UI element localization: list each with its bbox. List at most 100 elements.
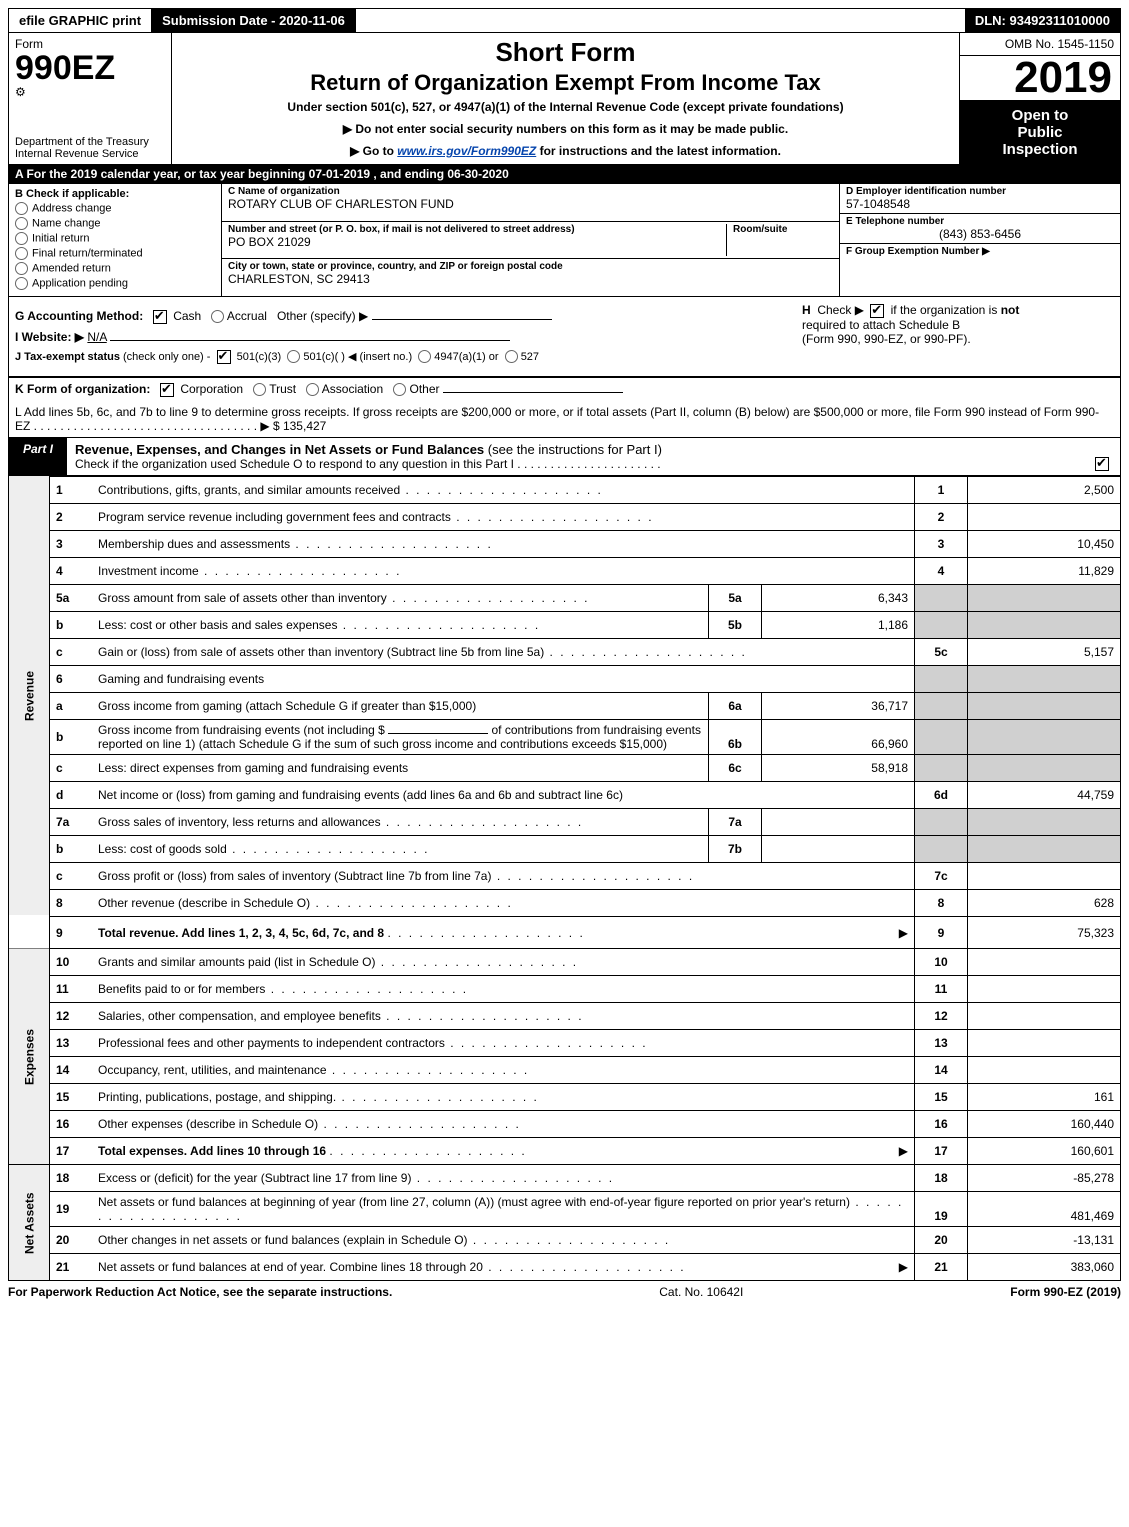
chk-final-return[interactable]: Final return/terminated xyxy=(15,247,215,260)
l5c-amt: 5,157 xyxy=(968,638,1121,665)
c-street-label: Number and street (or P. O. box, if mail… xyxy=(228,224,720,235)
net-assets-side-label: Net Assets xyxy=(9,1165,50,1281)
j-4947-label: 4947(a)(1) or xyxy=(434,351,498,363)
row-7a: 7a Gross sales of inventory, less return… xyxy=(9,808,1121,835)
l18-num: 18 xyxy=(50,1165,93,1192)
l9-rn: 9 xyxy=(915,916,968,949)
j-501c-radio[interactable] xyxy=(287,350,300,363)
l6a-num: a xyxy=(50,692,93,719)
l7c-amt xyxy=(968,862,1121,889)
calendar-row: A For the 2019 calendar year, or tax yea… xyxy=(8,165,1121,184)
l6-amt-shaded xyxy=(968,665,1121,692)
l7b-amt-shaded xyxy=(968,835,1121,862)
tax-year: 2019 xyxy=(960,56,1120,101)
i-website-value: N/A xyxy=(87,330,106,344)
l20-rn: 20 xyxy=(915,1227,968,1254)
dln-label: DLN: 93492311010000 xyxy=(965,9,1120,32)
dept-treasury: Department of the Treasury Internal Reve… xyxy=(15,136,165,160)
l8-desc: Other revenue (describe in Schedule O) xyxy=(98,896,513,910)
l5b-num: b xyxy=(50,611,93,638)
c-name-label: C Name of organization xyxy=(228,186,833,197)
efile-print-button[interactable]: efile GRAPHIC print xyxy=(9,9,152,32)
part-i-table: Revenue 1 Contributions, gifts, grants, … xyxy=(8,476,1121,1282)
org-name: ROTARY CLUB OF CHARLESTON FUND xyxy=(228,197,833,211)
g-cash-checkbox[interactable] xyxy=(153,310,167,324)
part-i-title-text: Revenue, Expenses, and Changes in Net As… xyxy=(75,442,484,457)
calendar-text: A For the 2019 calendar year, or tax yea… xyxy=(9,165,1120,183)
j-note: (check only one) - xyxy=(123,351,210,363)
topbar-spacer xyxy=(356,9,965,32)
row-8: 8 Other revenue (describe in Schedule O)… xyxy=(9,889,1121,916)
chk-amended-return-label: Amended return xyxy=(32,262,111,274)
top-bar: efile GRAPHIC print Submission Date - 20… xyxy=(8,8,1121,33)
l4-amt: 11,829 xyxy=(968,557,1121,584)
l15-desc: Printing, publications, postage, and shi… xyxy=(98,1090,539,1104)
chk-amended-return[interactable]: Amended return xyxy=(15,262,215,275)
l12-amt xyxy=(968,1003,1121,1030)
chk-application-pending-label: Application pending xyxy=(32,277,128,289)
k-other-radio[interactable] xyxy=(393,383,406,396)
revenue-side-label: Revenue xyxy=(9,476,50,916)
chk-initial-return[interactable]: Initial return xyxy=(15,232,215,245)
l1-num: 1 xyxy=(50,476,93,503)
l17-arrow-icon: ▶ xyxy=(899,1144,908,1158)
part-i-schedule-o-checkbox[interactable] xyxy=(1095,457,1109,471)
k-corp-label: Corporation xyxy=(180,382,243,396)
k-assoc-radio[interactable] xyxy=(306,383,319,396)
h-text3: required to attach Schedule B xyxy=(802,318,960,332)
l10-rn: 10 xyxy=(915,949,968,976)
k-trust-radio[interactable] xyxy=(253,383,266,396)
l19-amt: 481,469 xyxy=(968,1192,1121,1227)
g-other-field[interactable] xyxy=(372,319,552,320)
submission-date-button[interactable]: Submission Date - 2020-11-06 xyxy=(152,9,356,32)
l6b-blank-field[interactable] xyxy=(388,733,488,734)
l4-desc: Investment income xyxy=(98,564,401,578)
j-insert-label: ◀ (insert no.) xyxy=(348,351,412,363)
l21-arrow-icon: ▶ xyxy=(899,1260,908,1274)
l6b-num: b xyxy=(50,719,93,754)
l7b-rn-shaded xyxy=(915,835,968,862)
form-header: Form 990EZ ⚙ Department of the Treasury … xyxy=(8,33,1121,165)
row-6c: c Less: direct expenses from gaming and … xyxy=(9,754,1121,781)
l4-num: 4 xyxy=(50,557,93,584)
l6a-amt-shaded xyxy=(968,692,1121,719)
l5c-desc: Gain or (loss) from sale of assets other… xyxy=(98,645,747,659)
g-accrual-radio[interactable] xyxy=(211,310,224,323)
k-other-field[interactable] xyxy=(443,392,623,393)
l14-rn: 14 xyxy=(915,1057,968,1084)
l7c-rn: 7c xyxy=(915,862,968,889)
l8-amt: 628 xyxy=(968,889,1121,916)
l5a-amt-shaded xyxy=(968,584,1121,611)
part-i-tab: Part I xyxy=(9,438,67,475)
short-form-title: Short Form xyxy=(180,37,951,68)
row-21: 21 Net assets or fund balances at end of… xyxy=(9,1254,1121,1281)
k-corp-checkbox[interactable] xyxy=(160,383,174,397)
l6c-rn-shaded xyxy=(915,754,968,781)
l12-desc: Salaries, other compensation, and employ… xyxy=(98,1009,584,1023)
chk-application-pending[interactable]: Application pending xyxy=(15,277,215,290)
j-501c3-checkbox[interactable] xyxy=(217,350,231,364)
l4-rn: 4 xyxy=(915,557,968,584)
header-left: Form 990EZ ⚙ Department of the Treasury … xyxy=(9,33,172,164)
l6a-sublbl: 6a xyxy=(709,692,762,719)
l21-num: 21 xyxy=(50,1254,93,1281)
i-label: I Website: ▶ xyxy=(15,330,84,344)
h-letter: H xyxy=(802,303,811,317)
l3-amt: 10,450 xyxy=(968,530,1121,557)
l17-amt: 160,601 xyxy=(968,1138,1121,1165)
row-1: Revenue 1 Contributions, gifts, grants, … xyxy=(9,476,1121,503)
chk-name-change[interactable]: Name change xyxy=(15,217,215,230)
box-def: D Employer identification number 57-1048… xyxy=(839,184,1120,296)
chk-address-change[interactable]: Address change xyxy=(15,202,215,215)
d-ein-label: D Employer identification number xyxy=(846,186,1114,197)
l6-desc: Gaming and fundraising events xyxy=(92,665,915,692)
l5a-subamt: 6,343 xyxy=(762,584,915,611)
l6a-desc: Gross income from gaming (attach Schedul… xyxy=(92,692,709,719)
j-4947-radio[interactable] xyxy=(418,350,431,363)
chk-address-change-label: Address change xyxy=(32,202,112,214)
h-checkbox[interactable] xyxy=(870,304,884,318)
l11-desc: Benefits paid to or for members xyxy=(98,982,468,996)
row-16: 16 Other expenses (describe in Schedule … xyxy=(9,1111,1121,1138)
j-527-radio[interactable] xyxy=(505,350,518,363)
irs-gov-link[interactable]: www.irs.gov/Form990EZ xyxy=(397,144,536,158)
